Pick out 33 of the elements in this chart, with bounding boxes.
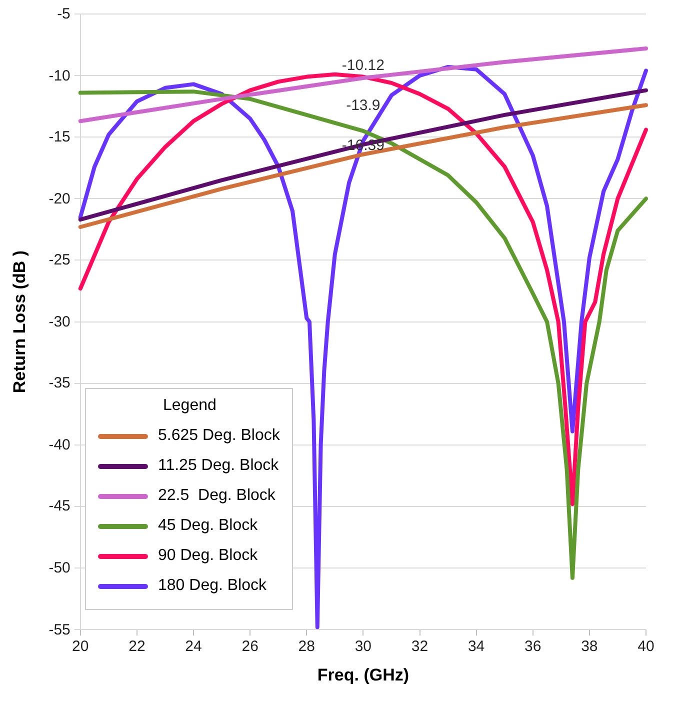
legend-label: 22.5 Deg. Block	[158, 487, 276, 505]
x-tick-label: 32	[411, 638, 428, 655]
y-tick-label: -25	[48, 252, 70, 269]
x-tick-label: 36	[524, 638, 542, 655]
y-tick-label: -45	[48, 498, 70, 515]
legend-label: 90 Deg. Block	[158, 547, 258, 565]
x-tick-label: 24	[185, 638, 202, 655]
y-tick-label: -20	[48, 190, 70, 208]
x-tick-label: 34	[468, 638, 485, 655]
y-tick-label: -15	[48, 128, 70, 146]
y-tick-label: -35	[48, 374, 70, 392]
x-axis-title: Freq. (GHz)	[317, 665, 410, 684]
y-tick-label: -10	[48, 67, 70, 84]
x-tick-label: 22	[128, 638, 146, 655]
x-tick-label: 28	[298, 638, 315, 655]
legend-title: Legend	[163, 397, 218, 415]
annotation: -13.9	[345, 97, 382, 114]
y-tick-label: -5	[57, 6, 70, 22]
x-tick-label: 20	[72, 638, 89, 655]
legend-label: 5.625 Deg. Block	[158, 427, 280, 445]
y-tick-label: -55	[48, 621, 70, 638]
x-tick-label: 30	[354, 638, 372, 655]
y-tick-label: -50	[48, 560, 70, 577]
y-axis-title: Return Loss (dB )	[10, 250, 29, 394]
legend-label: 45 Deg. Block	[158, 517, 258, 535]
x-tick-label: 38	[581, 638, 598, 655]
annotation: -10.12	[340, 57, 386, 74]
x-tick-label: 26	[242, 638, 258, 655]
legend-label: 180 Deg. Block	[158, 577, 267, 595]
y-tick-label: -40	[48, 436, 70, 454]
y-tick-label: -30	[48, 313, 70, 330]
legend-label: 11.25 Deg. Block	[158, 457, 279, 475]
x-tick-label: 40	[638, 638, 654, 655]
